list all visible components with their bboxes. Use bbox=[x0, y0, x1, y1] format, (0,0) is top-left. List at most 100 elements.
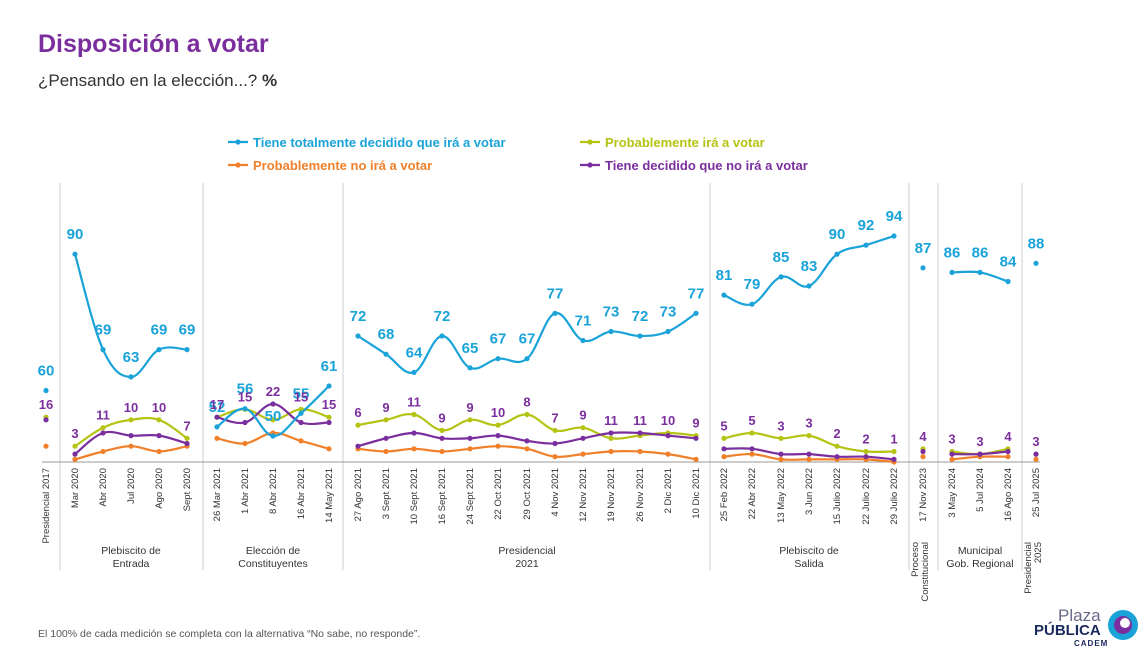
group-label: Presidencial bbox=[1023, 542, 1034, 594]
data-point-probablemente-ira-a-votar bbox=[608, 435, 614, 441]
data-label-purple: 6 bbox=[354, 405, 361, 420]
x-tick-label: Sept 2020 bbox=[182, 468, 193, 511]
data-label-purple: 3 bbox=[71, 426, 78, 441]
data-point-tiene-decidido-que-no-ira-a-votar bbox=[920, 448, 926, 455]
x-tick-label: 29 Julio 2022 bbox=[889, 468, 900, 525]
data-point-probablemente-ira-a-votar bbox=[411, 411, 417, 418]
data-point-probablemente-no-ira-a-votar bbox=[608, 448, 614, 455]
x-tick-label: 14 May 2021 bbox=[324, 468, 335, 523]
data-point-probablemente-no-ira-a-votar bbox=[949, 456, 955, 462]
data-label-blue: 72 bbox=[434, 308, 451, 325]
data-point-tiene-decidido-que-no-ira-a-votar bbox=[949, 451, 955, 457]
x-tick-label: 3 Jun 2022 bbox=[804, 468, 815, 515]
legend-marker bbox=[587, 162, 593, 168]
data-label-blue: 67 bbox=[490, 331, 507, 348]
group-label: Gob. Regional bbox=[946, 558, 1013, 570]
data-point-probablemente-no-ira-a-votar bbox=[411, 446, 417, 452]
x-tick-label: Presidencial 2017 bbox=[41, 468, 52, 544]
data-point-tiene-decidido-que-no-ira-a-votar bbox=[184, 440, 190, 447]
data-point-tiene-decidido-que-no-ira-a-votar bbox=[72, 451, 78, 457]
data-label-purple: 11 bbox=[96, 408, 110, 423]
data-label-blue: 67 bbox=[519, 331, 536, 348]
data-label-blue: 87 bbox=[915, 240, 932, 257]
data-label-purple: 15 bbox=[238, 389, 252, 404]
data-point-tiene-totalmente-decidido-que-ira-a-votar bbox=[242, 406, 248, 412]
data-point-probablemente-ira-a-votar bbox=[72, 443, 78, 449]
data-point-probablemente-ira-a-votar bbox=[355, 422, 361, 428]
data-label-purple: 7 bbox=[183, 418, 190, 433]
data-point-tiene-decidido-que-no-ira-a-votar bbox=[298, 419, 304, 426]
logo-mark-icon bbox=[1108, 610, 1138, 640]
data-label-blue: 56 bbox=[237, 381, 254, 398]
data-label-purple: 11 bbox=[633, 413, 647, 428]
chart-title: Disposición a votar bbox=[38, 30, 269, 58]
data-point-probablemente-no-ira-a-votar bbox=[467, 446, 473, 452]
data-point-tiene-decidido-que-no-ira-a-votar bbox=[128, 433, 134, 439]
group-label: Plebiscito de bbox=[779, 545, 839, 557]
data-point-probablemente-ira-a-votar bbox=[383, 417, 389, 423]
data-label-blue: 65 bbox=[462, 340, 479, 357]
group-label: Municipal bbox=[958, 545, 1002, 557]
data-label-purple: 17 bbox=[210, 397, 224, 412]
data-label-purple: 2 bbox=[833, 426, 840, 441]
data-point-tiene-decidido-que-no-ira-a-votar bbox=[552, 440, 558, 447]
data-point-tiene-decidido-que-no-ira-a-votar bbox=[411, 430, 417, 436]
group-label: 2025 bbox=[1033, 542, 1044, 563]
data-label-blue: 90 bbox=[67, 226, 84, 243]
data-point-probablemente-no-ira-a-votar bbox=[1005, 454, 1011, 460]
data-point-probablemente-no-ira-a-votar bbox=[1033, 456, 1039, 462]
x-tick-label: 16 Abr 2021 bbox=[296, 468, 307, 519]
data-point-probablemente-ira-a-votar bbox=[326, 414, 332, 420]
data-label-purple: 9 bbox=[579, 408, 586, 423]
legend-marker bbox=[235, 162, 241, 168]
data-point-tiene-decidido-que-no-ira-a-votar bbox=[43, 417, 49, 423]
data-label-blue: 71 bbox=[575, 313, 592, 330]
data-point-tiene-totalmente-decidido-que-ira-a-votar bbox=[1005, 278, 1011, 285]
x-tick-label: 27 Ago 2021 bbox=[353, 468, 364, 521]
data-point-probablemente-no-ira-a-votar bbox=[383, 448, 389, 455]
data-point-probablemente-no-ira-a-votar bbox=[128, 443, 134, 449]
data-point-probablemente-ira-a-votar bbox=[834, 443, 840, 449]
data-label-blue: 81 bbox=[716, 267, 733, 284]
data-point-probablemente-ira-a-votar bbox=[863, 448, 869, 455]
data-point-tiene-totalmente-decidido-que-ira-a-votar bbox=[467, 365, 473, 371]
data-label-blue: 86 bbox=[972, 244, 989, 261]
data-label-purple: 22 bbox=[266, 384, 280, 399]
data-point-tiene-decidido-que-no-ira-a-votar bbox=[977, 451, 983, 457]
data-point-tiene-totalmente-decidido-que-ira-a-votar bbox=[693, 310, 699, 316]
data-point-probablemente-no-ira-a-votar bbox=[580, 451, 586, 457]
data-point-tiene-totalmente-decidido-que-ira-a-votar bbox=[920, 265, 926, 271]
data-point-tiene-totalmente-decidido-que-ira-a-votar bbox=[524, 356, 530, 362]
data-point-tiene-totalmente-decidido-que-ira-a-votar bbox=[891, 233, 897, 239]
data-point-probablemente-no-ira-a-votar bbox=[749, 451, 755, 457]
data-label-purple: 9 bbox=[382, 400, 389, 415]
data-label-blue: 68 bbox=[378, 326, 395, 343]
data-point-probablemente-ira-a-votar bbox=[495, 422, 501, 428]
data-label-blue: 52 bbox=[209, 399, 226, 416]
data-point-tiene-totalmente-decidido-que-ira-a-votar bbox=[977, 269, 983, 275]
group-label: 2021 bbox=[515, 558, 539, 570]
data-point-probablemente-ira-a-votar bbox=[721, 435, 727, 441]
data-label-blue: 55 bbox=[293, 385, 310, 402]
x-tick-label: 16 Ago 2024 bbox=[1003, 468, 1014, 521]
data-point-probablemente-ira-a-votar bbox=[298, 406, 304, 412]
data-label-blue: 69 bbox=[179, 322, 196, 339]
x-tick-label: 19 Nov 2021 bbox=[606, 468, 617, 522]
plaza-publica-logo: Plaza PÚBLICA CADEM bbox=[1030, 606, 1142, 652]
x-tick-label: 29 Oct 2021 bbox=[522, 468, 533, 520]
data-point-tiene-totalmente-decidido-que-ira-a-votar bbox=[100, 347, 106, 353]
data-label-purple: 10 bbox=[661, 413, 675, 428]
data-point-probablemente-no-ira-a-votar bbox=[214, 435, 220, 441]
data-point-probablemente-no-ira-a-votar bbox=[524, 446, 530, 452]
data-label-blue: 69 bbox=[151, 322, 168, 339]
data-point-probablemente-no-ira-a-votar bbox=[552, 454, 558, 460]
data-point-probablemente-no-ira-a-votar bbox=[43, 443, 49, 449]
data-point-tiene-decidido-que-no-ira-a-votar bbox=[608, 430, 614, 436]
data-label-purple: 4 bbox=[1004, 429, 1012, 444]
data-label-purple: 5 bbox=[720, 418, 727, 433]
data-point-tiene-decidido-que-no-ira-a-votar bbox=[270, 401, 276, 407]
data-label-purple: 11 bbox=[407, 395, 421, 410]
data-label-purple: 11 bbox=[604, 413, 618, 428]
data-point-probablemente-no-ira-a-votar bbox=[100, 448, 106, 455]
data-point-tiene-totalmente-decidido-que-ira-a-votar bbox=[778, 274, 784, 280]
